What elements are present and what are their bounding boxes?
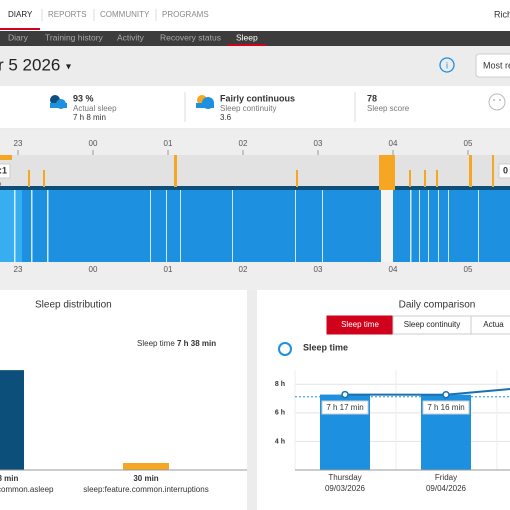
info-glyph[interactable]: i [446, 60, 448, 70]
subnav-item[interactable]: Activity [117, 32, 145, 42]
button[interactable] [475, 53, 510, 78]
button-label[interactable]: Most re [483, 60, 510, 70]
bar-category-label: sleep:feature.common.asleep [0, 485, 54, 494]
bar-value-label: 7 h 8 min [0, 474, 18, 483]
stat-title: 93 % [73, 93, 94, 103]
nav-item[interactable]: DIARY [8, 10, 33, 19]
hour-label: 05 [464, 265, 473, 274]
hour-label: 00 [89, 265, 98, 274]
awake-gap [381, 190, 393, 262]
hour-label: 23 [14, 265, 23, 274]
continuity-icon [196, 95, 214, 109]
nav-item[interactable]: REPORTS [48, 10, 87, 19]
start-box [0, 163, 11, 179]
subnav-item[interactable]: Diary [8, 32, 29, 42]
hour-label: 02 [239, 139, 248, 148]
hour-label: 00 [89, 139, 98, 148]
sleep-icon [50, 95, 67, 109]
smiley-eye [493, 99, 495, 101]
distribution-bar [0, 370, 24, 470]
smiley-icon [488, 93, 506, 111]
hour-label: 04 [389, 265, 398, 274]
timeline-sleep-start [0, 190, 22, 262]
x-tick-label: Friday [435, 473, 457, 482]
hour-label: 05 [464, 139, 473, 148]
value-label: 7 h 16 min [427, 403, 464, 412]
info-icon[interactable] [439, 57, 455, 73]
chart-icon [278, 342, 292, 356]
tab-label[interactable]: Sleep time [341, 320, 379, 329]
timeline-wake-zone [0, 155, 510, 187]
total-label: Sleep time [137, 339, 175, 348]
nav-item[interactable]: PROGRAMS [162, 10, 209, 19]
awake-lines [14, 190, 479, 262]
y-tick-label: 6 h [275, 410, 285, 417]
tab-label[interactable]: Actua [483, 320, 504, 329]
stat-label: Sleep continuity [220, 104, 276, 113]
y-tick-label: 4 h [275, 438, 285, 445]
wake-marks [0, 155, 494, 190]
hour-label: 04 [389, 139, 398, 148]
value-label: 7 h 17 min [326, 403, 363, 412]
end-label: 0 [503, 165, 508, 175]
timeline-sleep [0, 190, 510, 262]
active-underline [0, 28, 40, 30]
x-tick-label: 09/04/2026 [426, 484, 467, 493]
start-sub: p [0, 181, 1, 188]
panel-title: Sleep distribution [35, 300, 112, 311]
subnav-item[interactable]: Recovery status [160, 32, 221, 42]
distribution-panel [0, 290, 247, 510]
hour-label: 23 [14, 139, 23, 148]
x-tick-label: 09/03/2026 [325, 484, 366, 493]
start-label: :1 [0, 165, 7, 175]
chart-title: Sleep time [303, 342, 348, 352]
sub-nav [0, 31, 510, 46]
hour-label: 02 [239, 265, 248, 274]
top-nav [0, 0, 510, 31]
user-name[interactable]: Rich [494, 9, 510, 19]
tab-label[interactable]: Sleep continuity [404, 320, 460, 329]
stat-detail: 3.6 [220, 113, 232, 122]
end-box [498, 163, 510, 179]
y-tick-label: 8 h [275, 381, 285, 388]
x-tick-label: Thursday [328, 473, 361, 482]
subnav-item[interactable]: Sleep [236, 32, 258, 42]
trend-point [341, 390, 349, 399]
smiley-eye [499, 99, 501, 101]
value-label-box [422, 400, 470, 415]
stat-title: Fairly continuous [220, 93, 295, 103]
nav-item[interactable]: COMMUNITY [100, 10, 150, 19]
stat-title: 78 [367, 93, 377, 103]
date-caret[interactable]: ▾ [66, 62, 71, 73]
timeline-edge [0, 186, 510, 190]
stat-label: Actual sleep [73, 104, 117, 113]
tab[interactable] [470, 315, 510, 335]
date-label[interactable]: r 5 2026 [0, 55, 60, 74]
bar-category-label: sleep:feature.common.interruptions [83, 485, 208, 494]
hour-label: 01 [164, 139, 173, 148]
stat-detail: 7 h 8 min [73, 113, 106, 122]
hour-label: 03 [314, 265, 323, 274]
bar-value-label: 30 min [133, 474, 158, 483]
stat-label: Sleep score [367, 104, 410, 113]
total-value: 7 h 38 min [177, 339, 216, 348]
panel-title: Daily comparison [399, 300, 476, 311]
hour-label: 01 [164, 265, 173, 274]
value-label-box [321, 400, 369, 415]
distribution-bar [123, 463, 169, 470]
active-underline [228, 44, 266, 46]
stats-row [0, 86, 510, 128]
subnav-item[interactable]: Training history [45, 32, 104, 42]
hour-label: 03 [314, 139, 323, 148]
trend-point [442, 390, 450, 399]
